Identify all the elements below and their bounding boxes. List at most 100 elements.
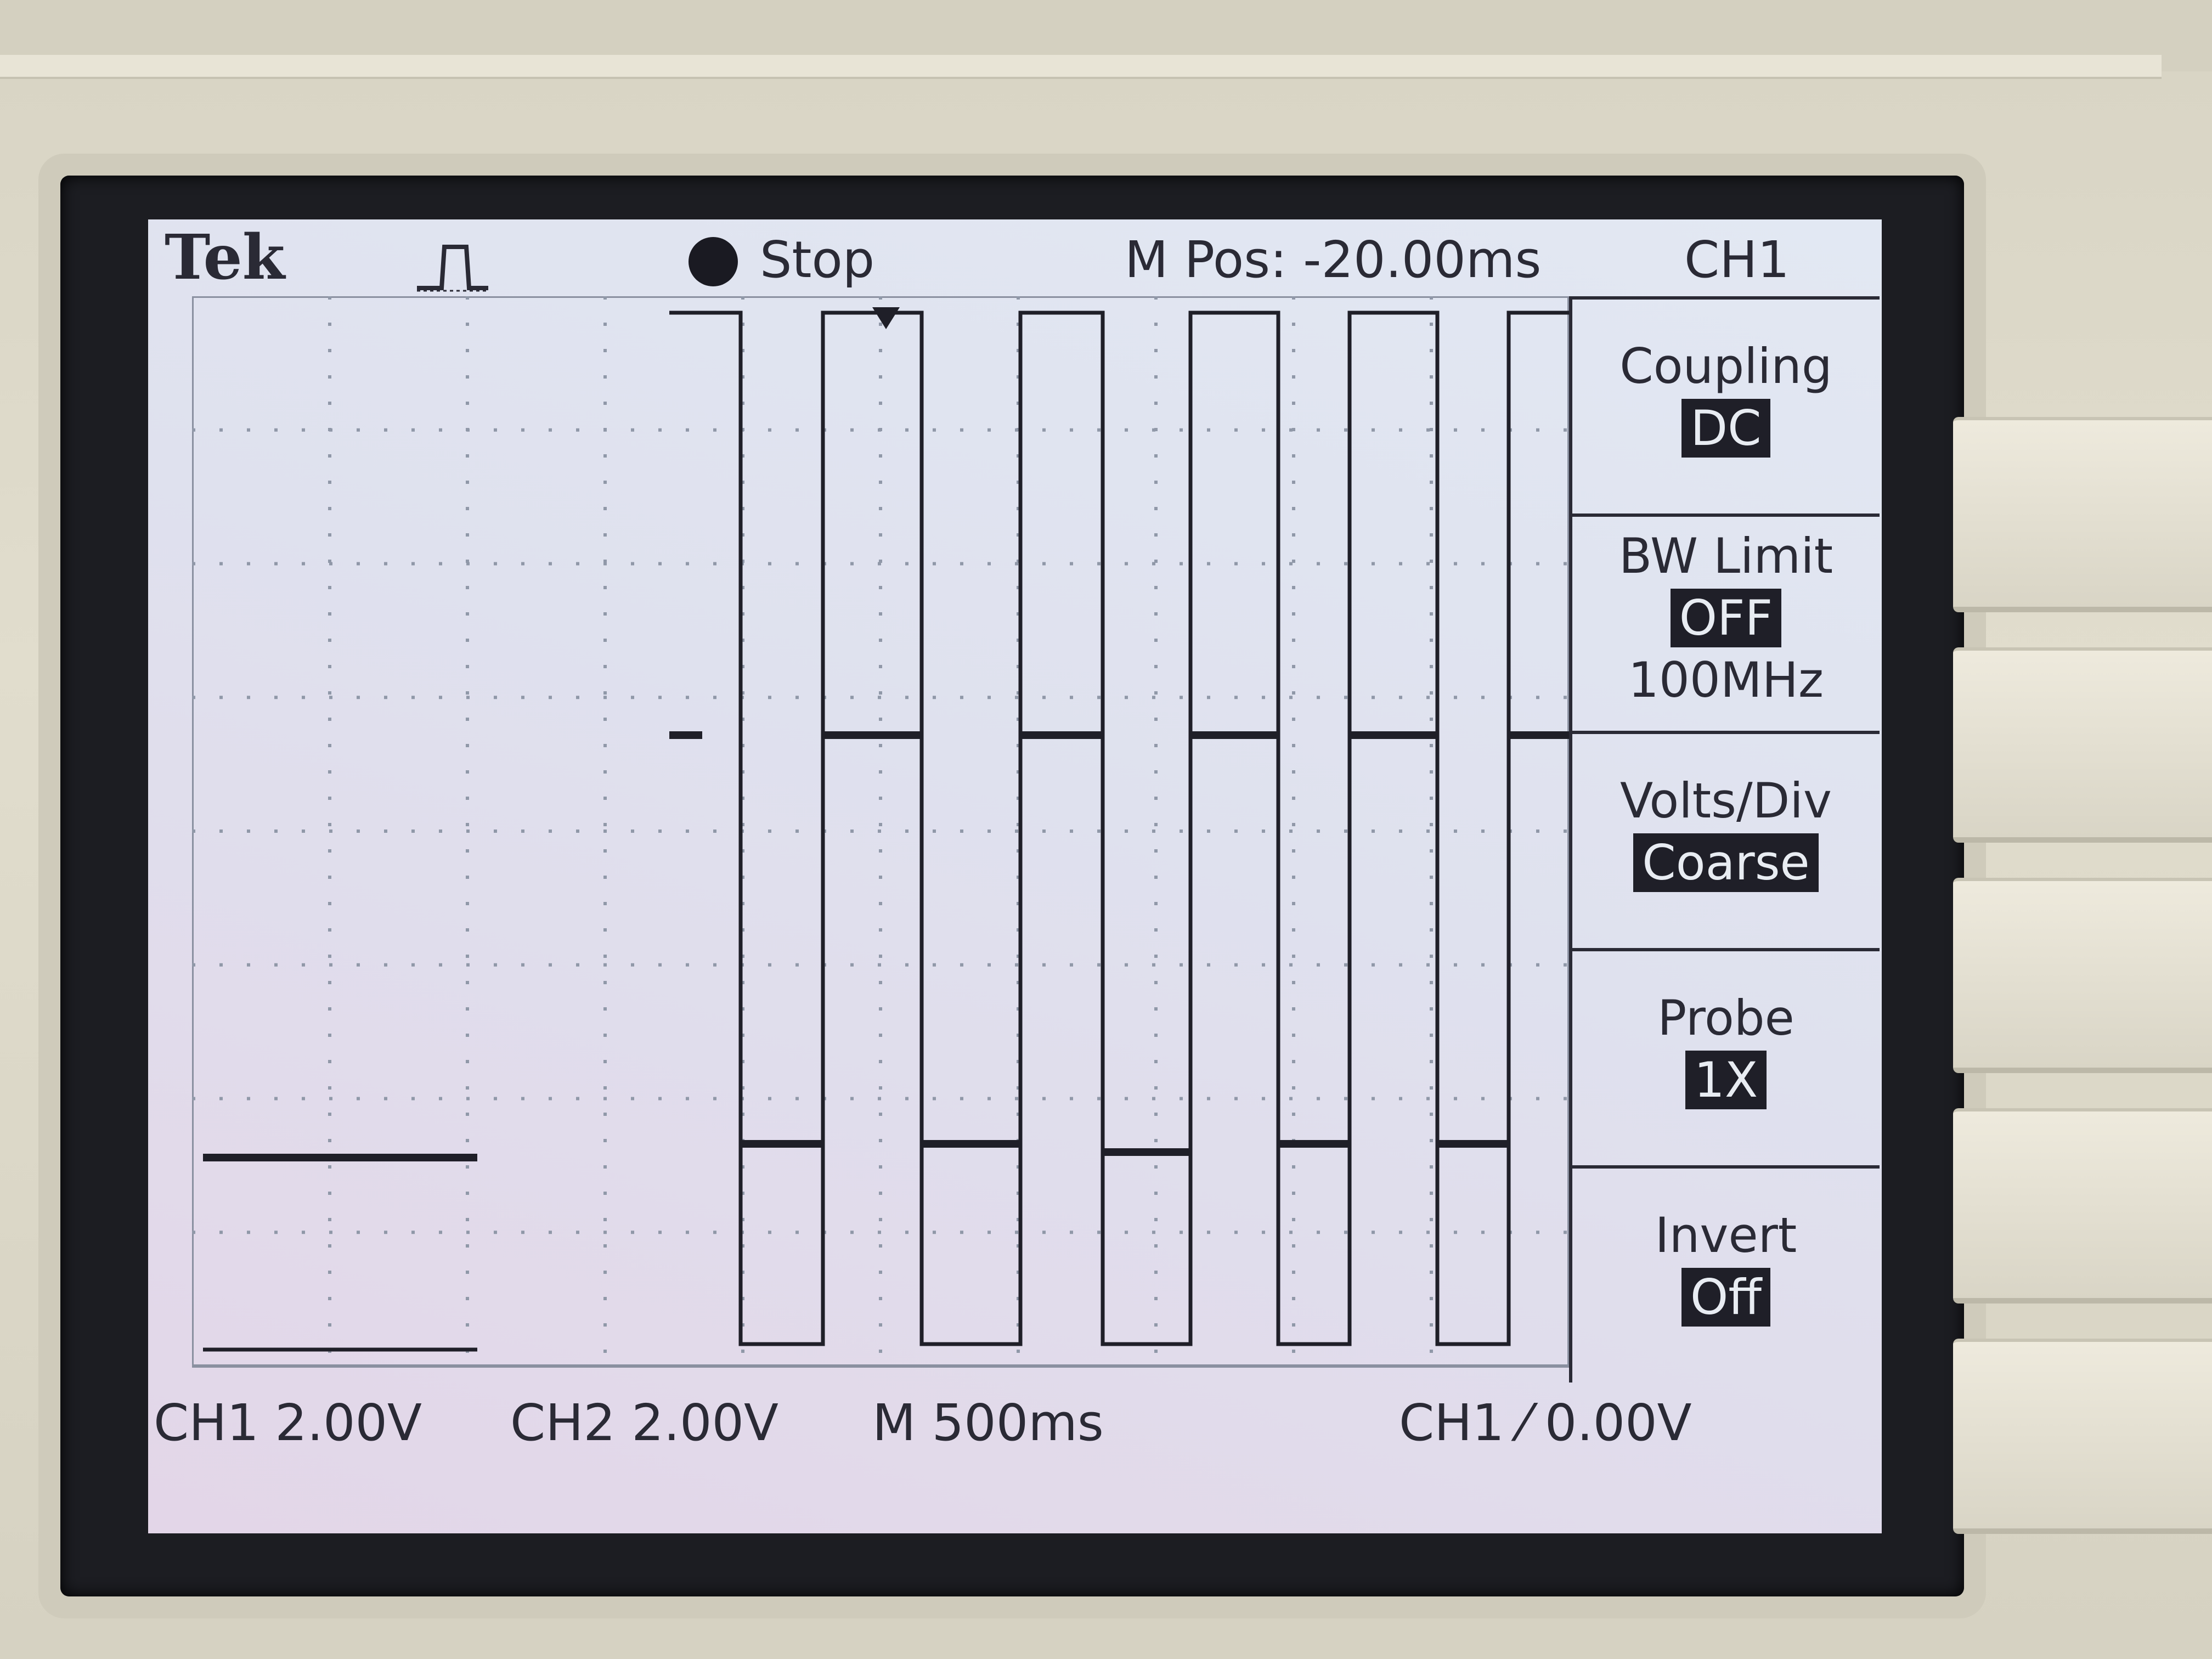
grid-dot: [1207, 963, 1210, 967]
grid-dot: [1292, 349, 1295, 352]
menu-button-2[interactable]: [1953, 647, 2212, 843]
menu-item-invert[interactable]: Invert Off: [1569, 1165, 1880, 1383]
grid-dot: [1097, 696, 1101, 699]
grid-dot: [1344, 1097, 1347, 1101]
grid-dot: [1017, 744, 1020, 747]
menu-button-1[interactable]: [1953, 417, 2212, 612]
menu-button-3[interactable]: [1953, 878, 2212, 1073]
grid-dot: [1017, 1244, 1020, 1248]
grid-dot: [328, 1034, 331, 1037]
grid-dot: [603, 612, 607, 616]
grid-dot: [1454, 1231, 1457, 1234]
grid-dot: [1017, 533, 1020, 537]
grid-dot: [878, 1097, 881, 1101]
grid-dot: [603, 1244, 607, 1248]
grid-dot: [1154, 823, 1158, 826]
grid-dot: [603, 323, 607, 326]
menu-button-5[interactable]: [1953, 1339, 2212, 1534]
grid-dot: [302, 696, 305, 699]
grid-dot: [1344, 562, 1347, 566]
grid-dot: [466, 507, 469, 510]
grid-dot: [1430, 797, 1433, 800]
grid-dot: [466, 849, 469, 853]
grid-dot: [603, 696, 607, 699]
grid-dot: [1154, 902, 1158, 905]
grid-dot: [1154, 1244, 1158, 1248]
grid-dot: [1042, 696, 1046, 699]
grid-dot: [549, 1097, 552, 1101]
grid-dot: [1154, 744, 1158, 747]
grid-dot: [960, 1231, 963, 1234]
grid-dot: [1154, 1218, 1158, 1221]
grid-dot: [1015, 1097, 1018, 1101]
grid-dot: [603, 1165, 607, 1169]
grid-dot: [879, 1113, 882, 1116]
grid-dot: [741, 1192, 744, 1195]
channel-menu: Coupling DC BW Limit OFF 100MHz Volts/Di…: [1569, 296, 1882, 1383]
grid-dot: [1454, 562, 1457, 566]
menu-item-volts-div[interactable]: Volts/Div Coarse: [1569, 731, 1880, 948]
acquire-mode-icon: [417, 245, 488, 292]
grid-dot: [1125, 1231, 1128, 1234]
grid-dot: [1399, 696, 1402, 699]
grid-dot: [1154, 849, 1158, 853]
grid-dot: [1292, 612, 1295, 616]
grid-dot: [328, 323, 331, 326]
grid-dot: [1317, 830, 1320, 833]
grid-dot: [439, 1097, 442, 1101]
grid-dot: [329, 428, 332, 432]
grid-dot: [768, 562, 771, 566]
grid-dot: [1154, 718, 1158, 721]
grid-dot: [1152, 562, 1155, 566]
grid-dot: [466, 928, 469, 932]
grid-dot: [1017, 1165, 1020, 1169]
grid-dot: [988, 696, 991, 699]
grid-dot: [247, 428, 250, 432]
grid-dot: [1292, 428, 1295, 431]
grid-dot: [1372, 963, 1375, 967]
volts-div-value: Coarse: [1633, 833, 1819, 892]
coupling-value: DC: [1681, 399, 1770, 458]
grid-dot: [1292, 1086, 1295, 1090]
grid-dot: [879, 639, 882, 642]
grid-dot: [1372, 830, 1375, 833]
grid-dot: [466, 718, 469, 721]
menu-item-bw-limit[interactable]: BW Limit OFF 100MHz: [1569, 514, 1880, 731]
grid-dot: [1125, 963, 1128, 967]
grid-dot: [1017, 296, 1020, 300]
grid-dot: [1292, 797, 1295, 800]
grid-dot: [850, 1231, 854, 1234]
grid-dot: [603, 718, 607, 721]
grid-dot: [1430, 718, 1433, 721]
grid-dot: [603, 1139, 607, 1142]
grid-dot: [631, 1097, 634, 1101]
grid-dot: [1430, 586, 1433, 589]
ch2-ground-marker: 2: [192, 1133, 195, 1178]
grid-dot: [933, 1231, 936, 1234]
grid-dot: [466, 349, 469, 352]
menu-item-probe[interactable]: Probe 1X: [1569, 948, 1880, 1165]
grid-dot: [274, 1231, 278, 1234]
menu-item-coupling[interactable]: Coupling DC: [1569, 296, 1880, 514]
status-bar: Tek Stop M Pos: -20.00ms CH1: [148, 219, 1882, 296]
grid-dot: [988, 963, 991, 967]
menu-button-4[interactable]: [1953, 1108, 2212, 1304]
grid-dot: [329, 830, 332, 833]
grid-dot: [1017, 665, 1020, 668]
grid-dot: [1292, 1350, 1295, 1353]
grid-dot: [466, 1297, 469, 1300]
grid-dot: [879, 665, 882, 668]
grid-dot: [1042, 830, 1046, 833]
grid-dot: [1017, 955, 1020, 958]
grid-dot: [1430, 744, 1433, 747]
grid-dot: [439, 963, 442, 967]
grid-dot: [1430, 665, 1433, 668]
grid-dot: [1154, 1350, 1158, 1353]
grid-dot: [1454, 830, 1457, 833]
ch1-trace: [203, 311, 1569, 1352]
grid-dot: [328, 1165, 331, 1169]
grid-dot: [274, 1097, 278, 1101]
grid-dot: [466, 562, 470, 566]
grid-dot: [879, 770, 882, 774]
grid-dot: [1564, 1231, 1567, 1234]
